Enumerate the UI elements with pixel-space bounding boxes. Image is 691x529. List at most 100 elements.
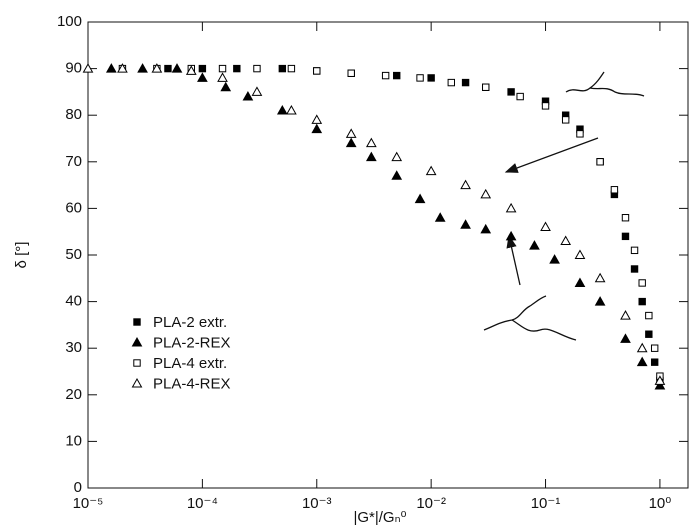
data-point bbox=[197, 72, 208, 82]
data-point bbox=[345, 128, 357, 138]
data-point bbox=[447, 78, 455, 87]
data-point bbox=[576, 130, 584, 138]
legend-marker bbox=[131, 377, 143, 388]
data-point bbox=[393, 71, 401, 80]
y-tick-label: 50 bbox=[65, 246, 82, 263]
y-tick-label: 10 bbox=[65, 432, 82, 449]
data-point bbox=[345, 137, 357, 148]
y-axis-label: δ [°] bbox=[13, 242, 30, 269]
data-point bbox=[427, 74, 435, 82]
data-point bbox=[549, 254, 560, 264]
x-tick-label: 10⁰ bbox=[649, 495, 672, 512]
data-point bbox=[117, 63, 128, 73]
data-point bbox=[311, 114, 323, 124]
data-point bbox=[505, 202, 517, 213]
data-point bbox=[253, 64, 261, 73]
data-point bbox=[276, 105, 288, 115]
data-point bbox=[105, 63, 117, 73]
x-tick-label: 10⁻⁵ bbox=[73, 495, 104, 512]
data-point bbox=[313, 67, 321, 75]
x-tick-label: 10⁻² bbox=[416, 495, 446, 512]
data-point bbox=[287, 64, 296, 73]
data-point bbox=[251, 86, 263, 96]
x-tick-label: 10⁻³ bbox=[302, 495, 332, 512]
data-point bbox=[621, 232, 630, 241]
legend-label: PLA-4 extr. bbox=[153, 355, 227, 372]
data-point bbox=[574, 249, 586, 259]
data-point bbox=[516, 92, 524, 101]
x-tick-label: 10⁻¹ bbox=[531, 495, 561, 512]
data-point bbox=[198, 64, 207, 73]
x-tick-label: 10⁻⁴ bbox=[187, 495, 218, 512]
data-point bbox=[507, 88, 515, 96]
data-point bbox=[505, 230, 517, 241]
y-tick-label: 20 bbox=[65, 386, 82, 403]
data-point bbox=[461, 78, 470, 87]
y-tick-label: 90 bbox=[65, 60, 82, 77]
data-point bbox=[164, 64, 172, 73]
legend-marker bbox=[133, 359, 141, 367]
data-point bbox=[654, 379, 666, 390]
data-point bbox=[561, 116, 570, 124]
x-axis-label: |G*|/Gₙ⁰ bbox=[353, 509, 406, 526]
data-point bbox=[347, 69, 355, 77]
data-point bbox=[460, 179, 471, 190]
data-point bbox=[416, 74, 424, 82]
legend-label: PLA-4-REX bbox=[153, 375, 231, 392]
y-tick-label: 30 bbox=[65, 339, 82, 356]
data-point bbox=[218, 64, 227, 73]
y-tick-label: 70 bbox=[65, 153, 82, 170]
data-point bbox=[645, 311, 653, 320]
data-point bbox=[185, 65, 197, 75]
data-point bbox=[630, 265, 639, 273]
data-point bbox=[645, 330, 653, 338]
data-point bbox=[650, 344, 659, 352]
data-point bbox=[480, 223, 492, 234]
legend-label: PLA-2 extr. bbox=[153, 314, 227, 331]
data-point bbox=[242, 91, 254, 101]
data-point bbox=[434, 212, 446, 222]
data-point bbox=[638, 279, 646, 287]
data-point bbox=[529, 240, 540, 250]
y-tick-label: 100 bbox=[57, 13, 82, 30]
data-point bbox=[460, 219, 471, 229]
data-point bbox=[638, 297, 646, 306]
y-tick-label: 40 bbox=[65, 293, 82, 310]
data-point bbox=[171, 63, 183, 73]
data-point bbox=[620, 310, 631, 320]
data-point bbox=[220, 81, 232, 92]
data-point bbox=[482, 83, 490, 91]
data-point bbox=[286, 105, 297, 115]
data-point bbox=[610, 186, 619, 194]
data-point bbox=[574, 277, 586, 287]
legend-label: PLA-2-REX bbox=[153, 334, 231, 351]
data-point bbox=[391, 170, 403, 180]
data-point bbox=[541, 102, 550, 110]
y-tick-label: 80 bbox=[65, 106, 82, 123]
data-point bbox=[594, 296, 606, 306]
legend-marker bbox=[133, 318, 141, 326]
data-point bbox=[137, 63, 148, 73]
data-point bbox=[365, 137, 377, 148]
data-point bbox=[391, 151, 403, 162]
data-point bbox=[654, 375, 666, 385]
data-point bbox=[365, 151, 377, 162]
data-point bbox=[82, 63, 94, 73]
data-point bbox=[621, 214, 630, 222]
data-point bbox=[414, 193, 426, 204]
data-point bbox=[425, 165, 437, 176]
data-point bbox=[596, 158, 604, 166]
data-point bbox=[540, 221, 551, 232]
data-point bbox=[630, 246, 639, 255]
data-point bbox=[381, 71, 390, 80]
data-point bbox=[217, 72, 228, 82]
data-point bbox=[278, 64, 287, 73]
data-point bbox=[650, 358, 659, 366]
data-point bbox=[636, 342, 648, 353]
data-point bbox=[620, 333, 631, 343]
y-tick-label: 0 bbox=[74, 479, 82, 496]
data-point bbox=[636, 356, 648, 367]
data-point bbox=[594, 272, 606, 283]
annotation bbox=[483, 71, 645, 341]
